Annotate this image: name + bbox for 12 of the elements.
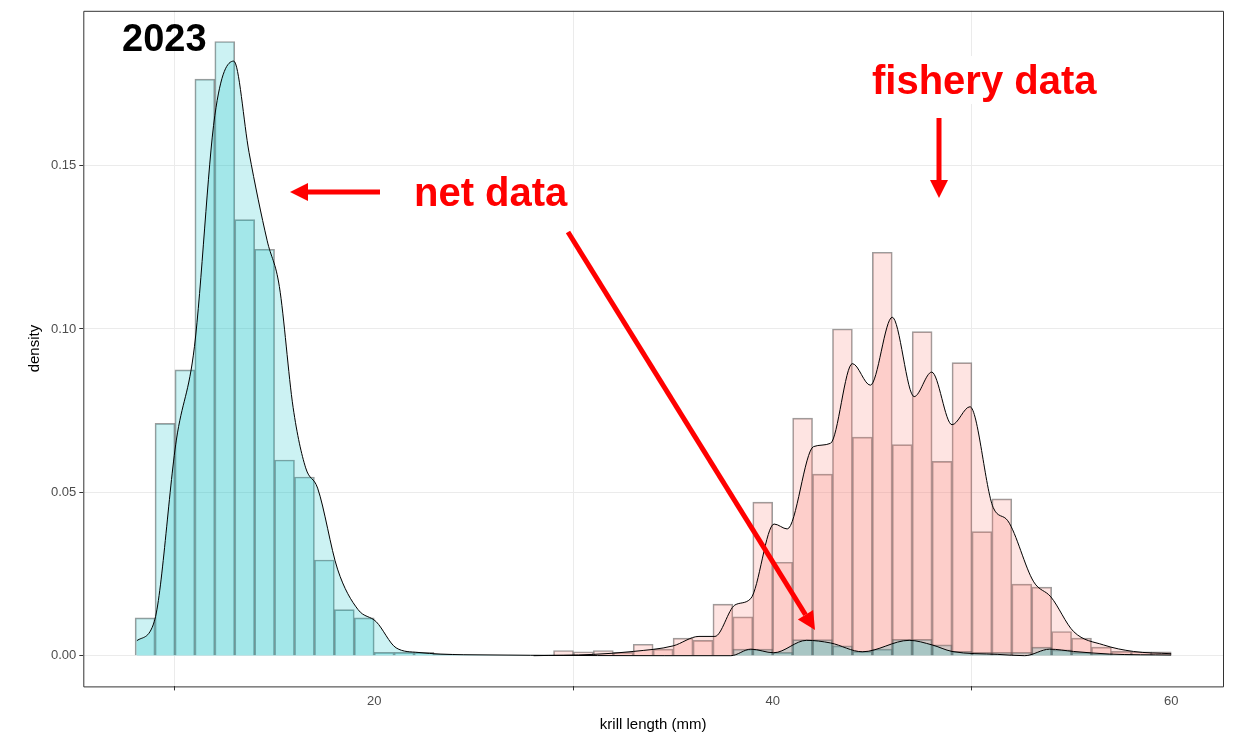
x-axis-title: krill length (mm) bbox=[599, 715, 707, 733]
y-tick-label: 0.10 bbox=[50, 320, 77, 336]
y-tick-label: 0.00 bbox=[50, 647, 77, 663]
y-tick-label: 0.05 bbox=[50, 483, 77, 499]
x-tick-label: 20 bbox=[366, 692, 382, 708]
annotation: net data bbox=[410, 168, 572, 216]
annotation: fishery data bbox=[868, 56, 1101, 104]
x-tick-label: 60 bbox=[1163, 692, 1179, 708]
x-tick-label: 40 bbox=[765, 692, 780, 708]
annotation: 2023 bbox=[121, 16, 208, 61]
y-tick-label: 0.15 bbox=[50, 157, 77, 173]
y-axis-title: density bbox=[25, 324, 43, 373]
